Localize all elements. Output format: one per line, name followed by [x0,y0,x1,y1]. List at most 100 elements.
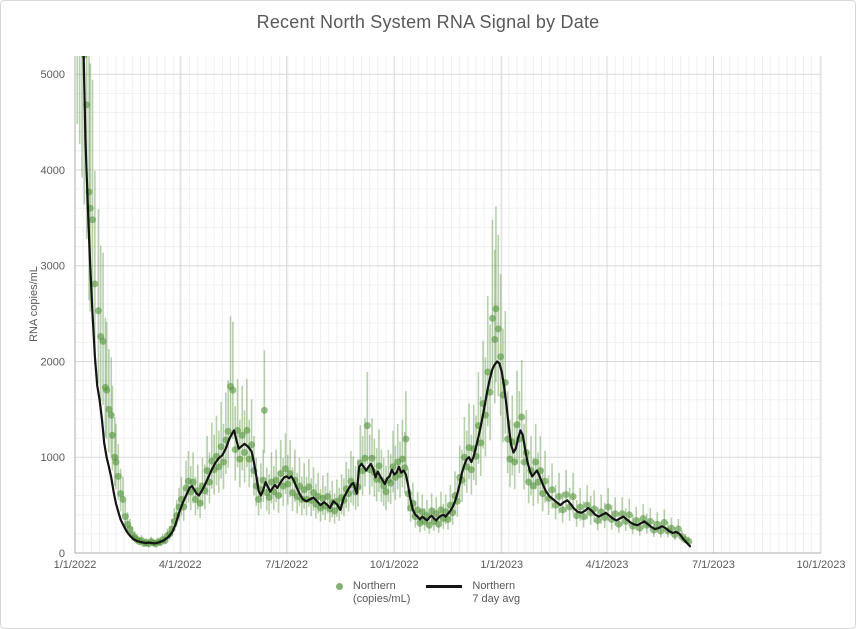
data-point [99,337,107,345]
data-point [646,517,654,525]
data-point [389,463,397,471]
data-point [639,515,647,523]
data-point [601,514,609,522]
data-point [117,490,125,498]
data-point [518,413,526,421]
data-point [401,464,409,472]
data-point [324,493,332,501]
x-tick-label: 10/1/2023 [797,559,846,571]
data-point [604,503,612,511]
line-marker-icon [426,585,463,588]
data-point [425,521,433,529]
data-point [245,455,253,463]
scatter-marker-icon [335,583,343,590]
data-point [674,525,682,533]
data-point [618,510,626,518]
data-point [305,483,313,491]
x-tick-label: 1/1/2023 [480,559,523,571]
data-point [126,525,134,533]
data-point [548,486,556,494]
data-point [534,478,542,486]
legend-label-line1: Northern [352,580,396,592]
error-bars [76,56,690,547]
data-point [208,457,216,465]
x-tick-label: 7/1/2022 [265,559,308,571]
data-point [236,455,244,463]
data-point [513,421,521,429]
data-point [494,325,502,333]
data-point [108,431,116,439]
data-point [248,441,256,449]
data-point [444,515,452,523]
data-point [382,488,390,496]
data-point [231,446,239,454]
x-tick-label: 1/1/2022 [54,559,97,571]
data-point [260,406,268,414]
data-point [491,335,499,343]
data-point [532,458,540,466]
data-point [274,492,282,500]
data-point [91,280,99,288]
data-point [488,314,496,322]
data-point [520,458,528,466]
legend-label-line2: (copies/mL) [352,593,411,605]
data-point [203,467,211,475]
data-point [368,454,376,462]
data-point [112,458,120,466]
data-point [89,216,97,224]
x-tick-label: 10/1/2022 [370,559,419,571]
data-point [492,305,500,313]
data-point [79,13,86,20]
data-point [660,518,668,526]
data-point [94,307,102,315]
legend-label-line2: 7 day avg [472,593,521,605]
data-point [241,448,249,456]
avg-line [82,56,692,548]
data-point [375,462,383,470]
data-point [310,489,318,497]
y-tick-label: 2000 [41,356,65,368]
data-point [286,470,294,478]
data-point [107,411,115,419]
data-point [435,520,443,528]
data-point [191,495,199,503]
data-point [255,495,263,503]
data-point [511,458,519,466]
data-point [467,466,475,474]
data-point [611,510,619,518]
data-point [288,489,296,497]
data-point [243,426,251,434]
data-point [398,455,406,463]
data-point [555,493,563,501]
data-point [477,439,485,447]
data-point [331,507,339,515]
data-point [594,516,602,524]
data-point [281,465,289,473]
x-tick-label: 7/1/2023 [692,559,735,571]
data-point [657,527,665,535]
data-point [525,478,533,486]
y-tick-label: 5000 [41,69,65,81]
data-point [583,501,591,509]
data-point [625,511,633,519]
data-point [238,431,246,439]
data-point [229,386,237,394]
data-point [484,368,492,376]
data-point [418,508,426,516]
legend-label-line1: Northern [472,580,516,592]
legend-item-northern-copies: Northern (copies/mL) [335,580,411,606]
y-tick-label: 3000 [41,261,65,273]
data-point [361,454,369,462]
data-point [121,513,129,521]
data-point [189,478,197,486]
data-point [219,458,227,466]
data-point [615,520,623,528]
legend: Northern (copies/mL) Northern 7 day avg [1,580,855,606]
data-point [539,490,547,498]
data-point [103,386,111,394]
data-point [432,510,440,518]
data-point [402,435,410,443]
data-point [119,495,127,503]
